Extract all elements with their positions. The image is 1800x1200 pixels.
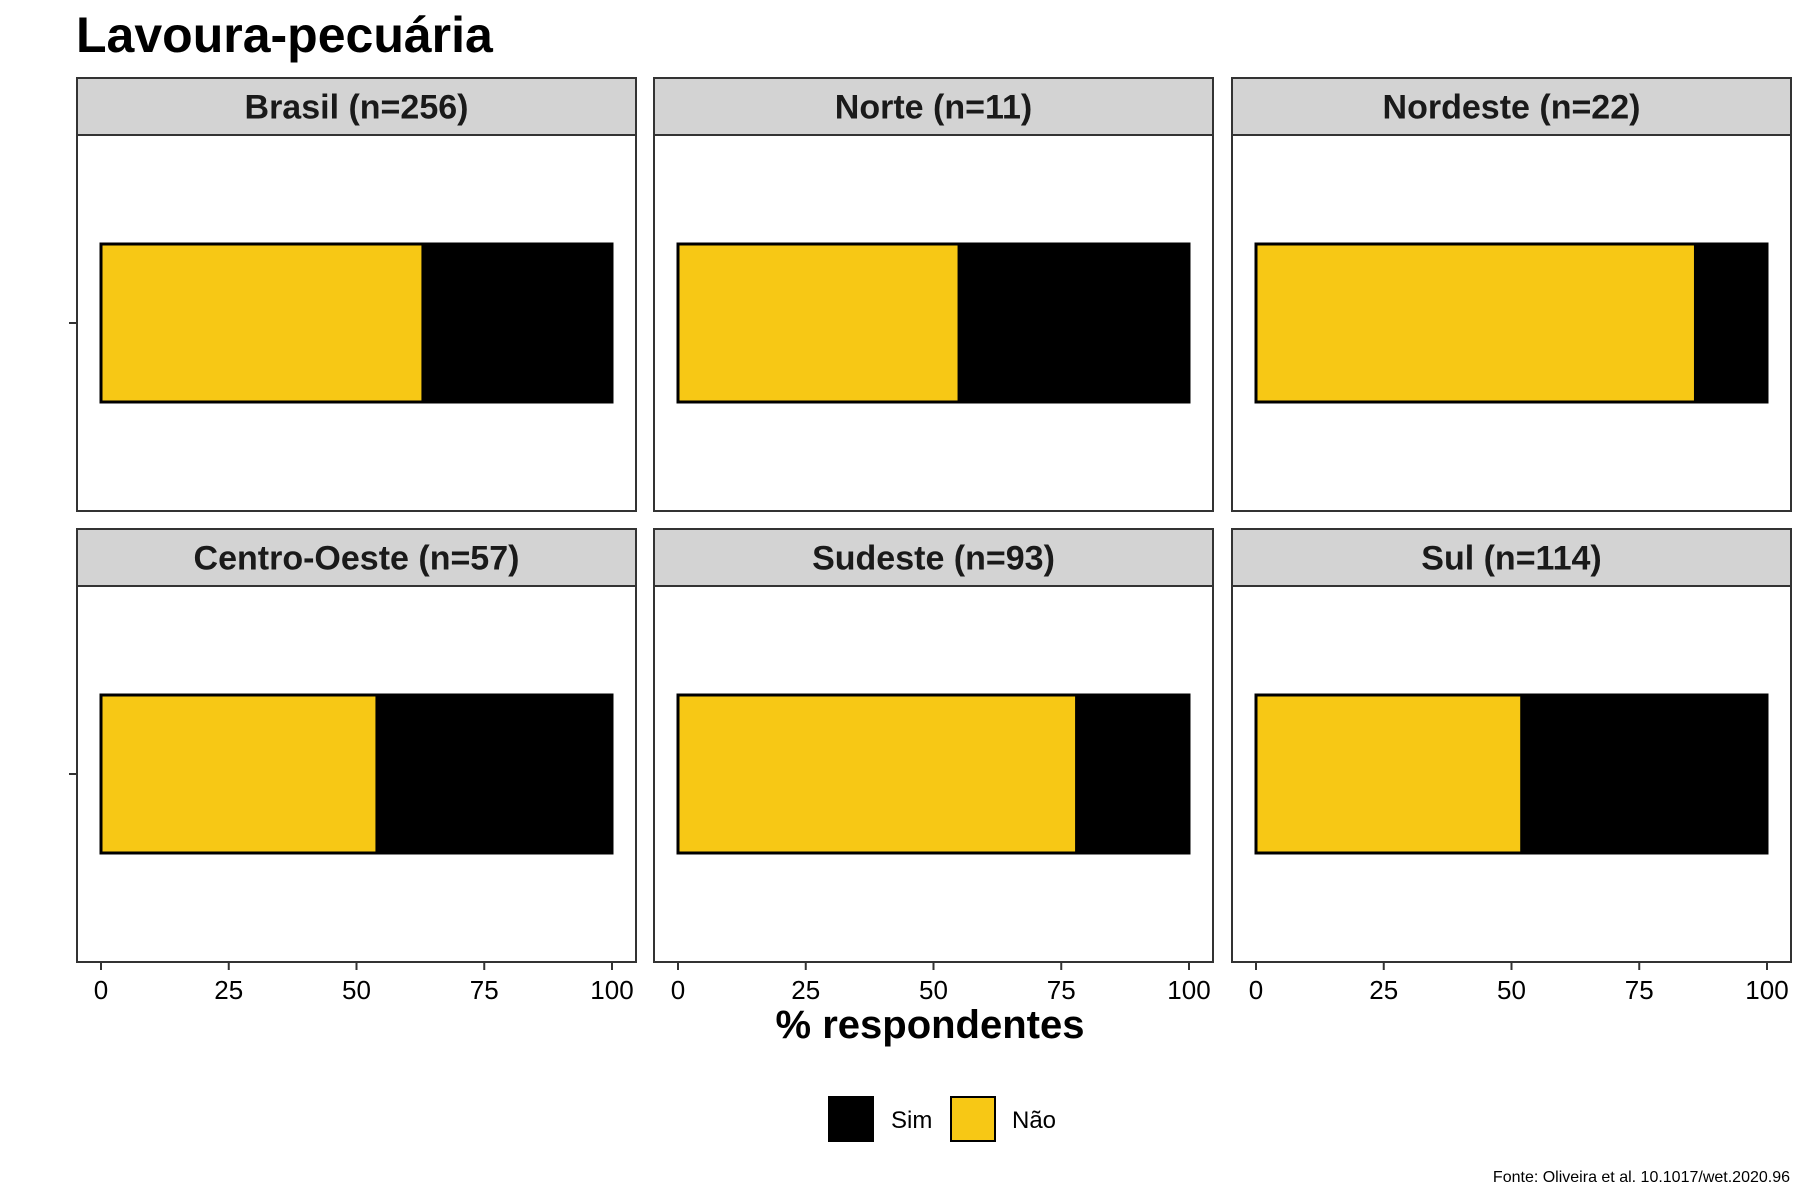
chart-title: Lavoura-pecuária [76,7,494,63]
x-tick-label: 0 [671,975,685,1005]
facet-label: Norte (n=11) [835,89,1032,127]
bar-nao [676,693,1079,855]
bar-sim [1075,693,1191,855]
legend-swatch [828,1096,874,1142]
facet-panel: Brasil (n=256) [69,77,637,512]
facet-panel: Norte (n=11) [653,77,1214,512]
x-tick-label: 100 [1167,975,1210,1005]
facet-label: Centro-Oeste (n=57) [194,540,520,578]
facet-label: Brasil (n=256) [245,89,469,127]
bar-sim [1520,693,1769,855]
caption: Fonte: Oliveira et al. 10.1017/wet.2020.… [1493,1169,1790,1186]
facet-strip [76,77,637,136]
x-tick-label: 75 [1047,975,1076,1005]
legend-label: Não [1012,1107,1056,1134]
bar-nao [1254,693,1524,855]
x-tick-label: 75 [1625,975,1654,1005]
legend: Sim Não [828,1096,1056,1142]
legend-label: Sim [891,1107,932,1134]
bar-nao [99,693,379,855]
x-tick-label: 25 [791,975,820,1005]
x-tick-label: 100 [1745,975,1788,1005]
x-tick-label: 25 [214,975,243,1005]
bar-sim [957,242,1191,404]
facet-label: Sudeste (n=93) [812,540,1055,578]
x-tick-label: 25 [1369,975,1398,1005]
bar-sim [421,242,614,404]
facet-label: Sul (n=114) [1421,540,1601,578]
facet-strip [1231,77,1792,136]
bar-sim [1693,242,1769,404]
x-axis-title: % respondentes [776,1003,1085,1047]
facet-panel: Centro-Oeste (n=57) 0 25 50 75 100 [69,528,637,1005]
bar-nao [676,242,961,404]
x-tick-label: 0 [94,975,108,1005]
legend-swatch [950,1096,996,1142]
x-tick-label: 50 [342,975,371,1005]
bar-nao [99,242,425,404]
x-tick-label: 50 [1497,975,1526,1005]
facet-panel: Sul (n=114) 0 25 50 75 100 [1231,528,1792,1005]
panels: Brasil (n=256) Norte (n=11) Nordeste (n=22… [69,77,1792,1005]
facet-label: Nordeste (n=22) [1383,89,1641,127]
bar-sim [375,693,614,855]
bar-nao [1254,242,1697,404]
facet-strip [1231,528,1792,587]
x-tick-label: 75 [470,975,499,1005]
x-tick-label: 50 [919,975,948,1005]
facet-strip [76,528,637,587]
x-tick-label: 100 [590,975,633,1005]
facet-panel: Sudeste (n=93) 0 25 50 75 100 [653,528,1214,1005]
x-tick-label: 0 [1249,975,1263,1005]
facet-panel: Nordeste (n=22) [1231,77,1792,512]
